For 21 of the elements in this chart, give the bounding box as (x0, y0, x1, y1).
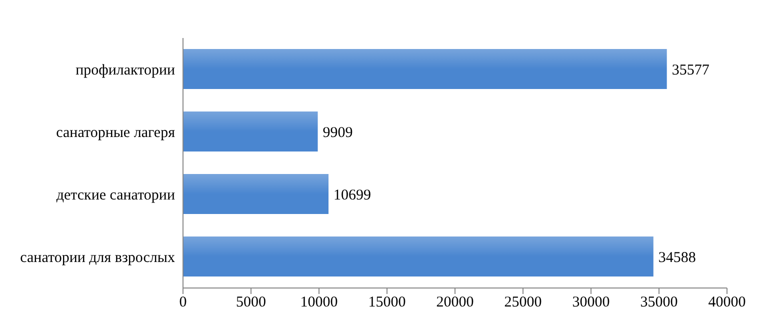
x-tick-label: 25000 (504, 294, 542, 311)
bar (183, 49, 667, 89)
y-tick-label: профилактории (76, 62, 175, 79)
x-tick-label: 5000 (236, 294, 266, 311)
data-label: 9909 (322, 124, 353, 141)
bar (183, 112, 318, 152)
x-tick-label: 40000 (708, 294, 746, 311)
y-tick-label: санаторные лагеря (56, 125, 176, 142)
y-tick-label: санатории для взрослых (20, 250, 176, 266)
x-tick-label: 15000 (368, 294, 406, 311)
x-tick-label: 30000 (572, 294, 610, 311)
data-label: 10699 (334, 187, 372, 204)
y-tick-label: детские санатории (56, 188, 175, 204)
x-tick-label: 10000 (300, 294, 338, 311)
data-label: 35577 (672, 62, 710, 78)
x-tick-label: 0 (179, 294, 187, 311)
x-tick-label: 20000 (436, 294, 474, 311)
x-tick-label: 35000 (640, 294, 678, 311)
data-label: 34588 (658, 250, 696, 266)
bar (183, 174, 329, 214)
bar (183, 236, 654, 276)
